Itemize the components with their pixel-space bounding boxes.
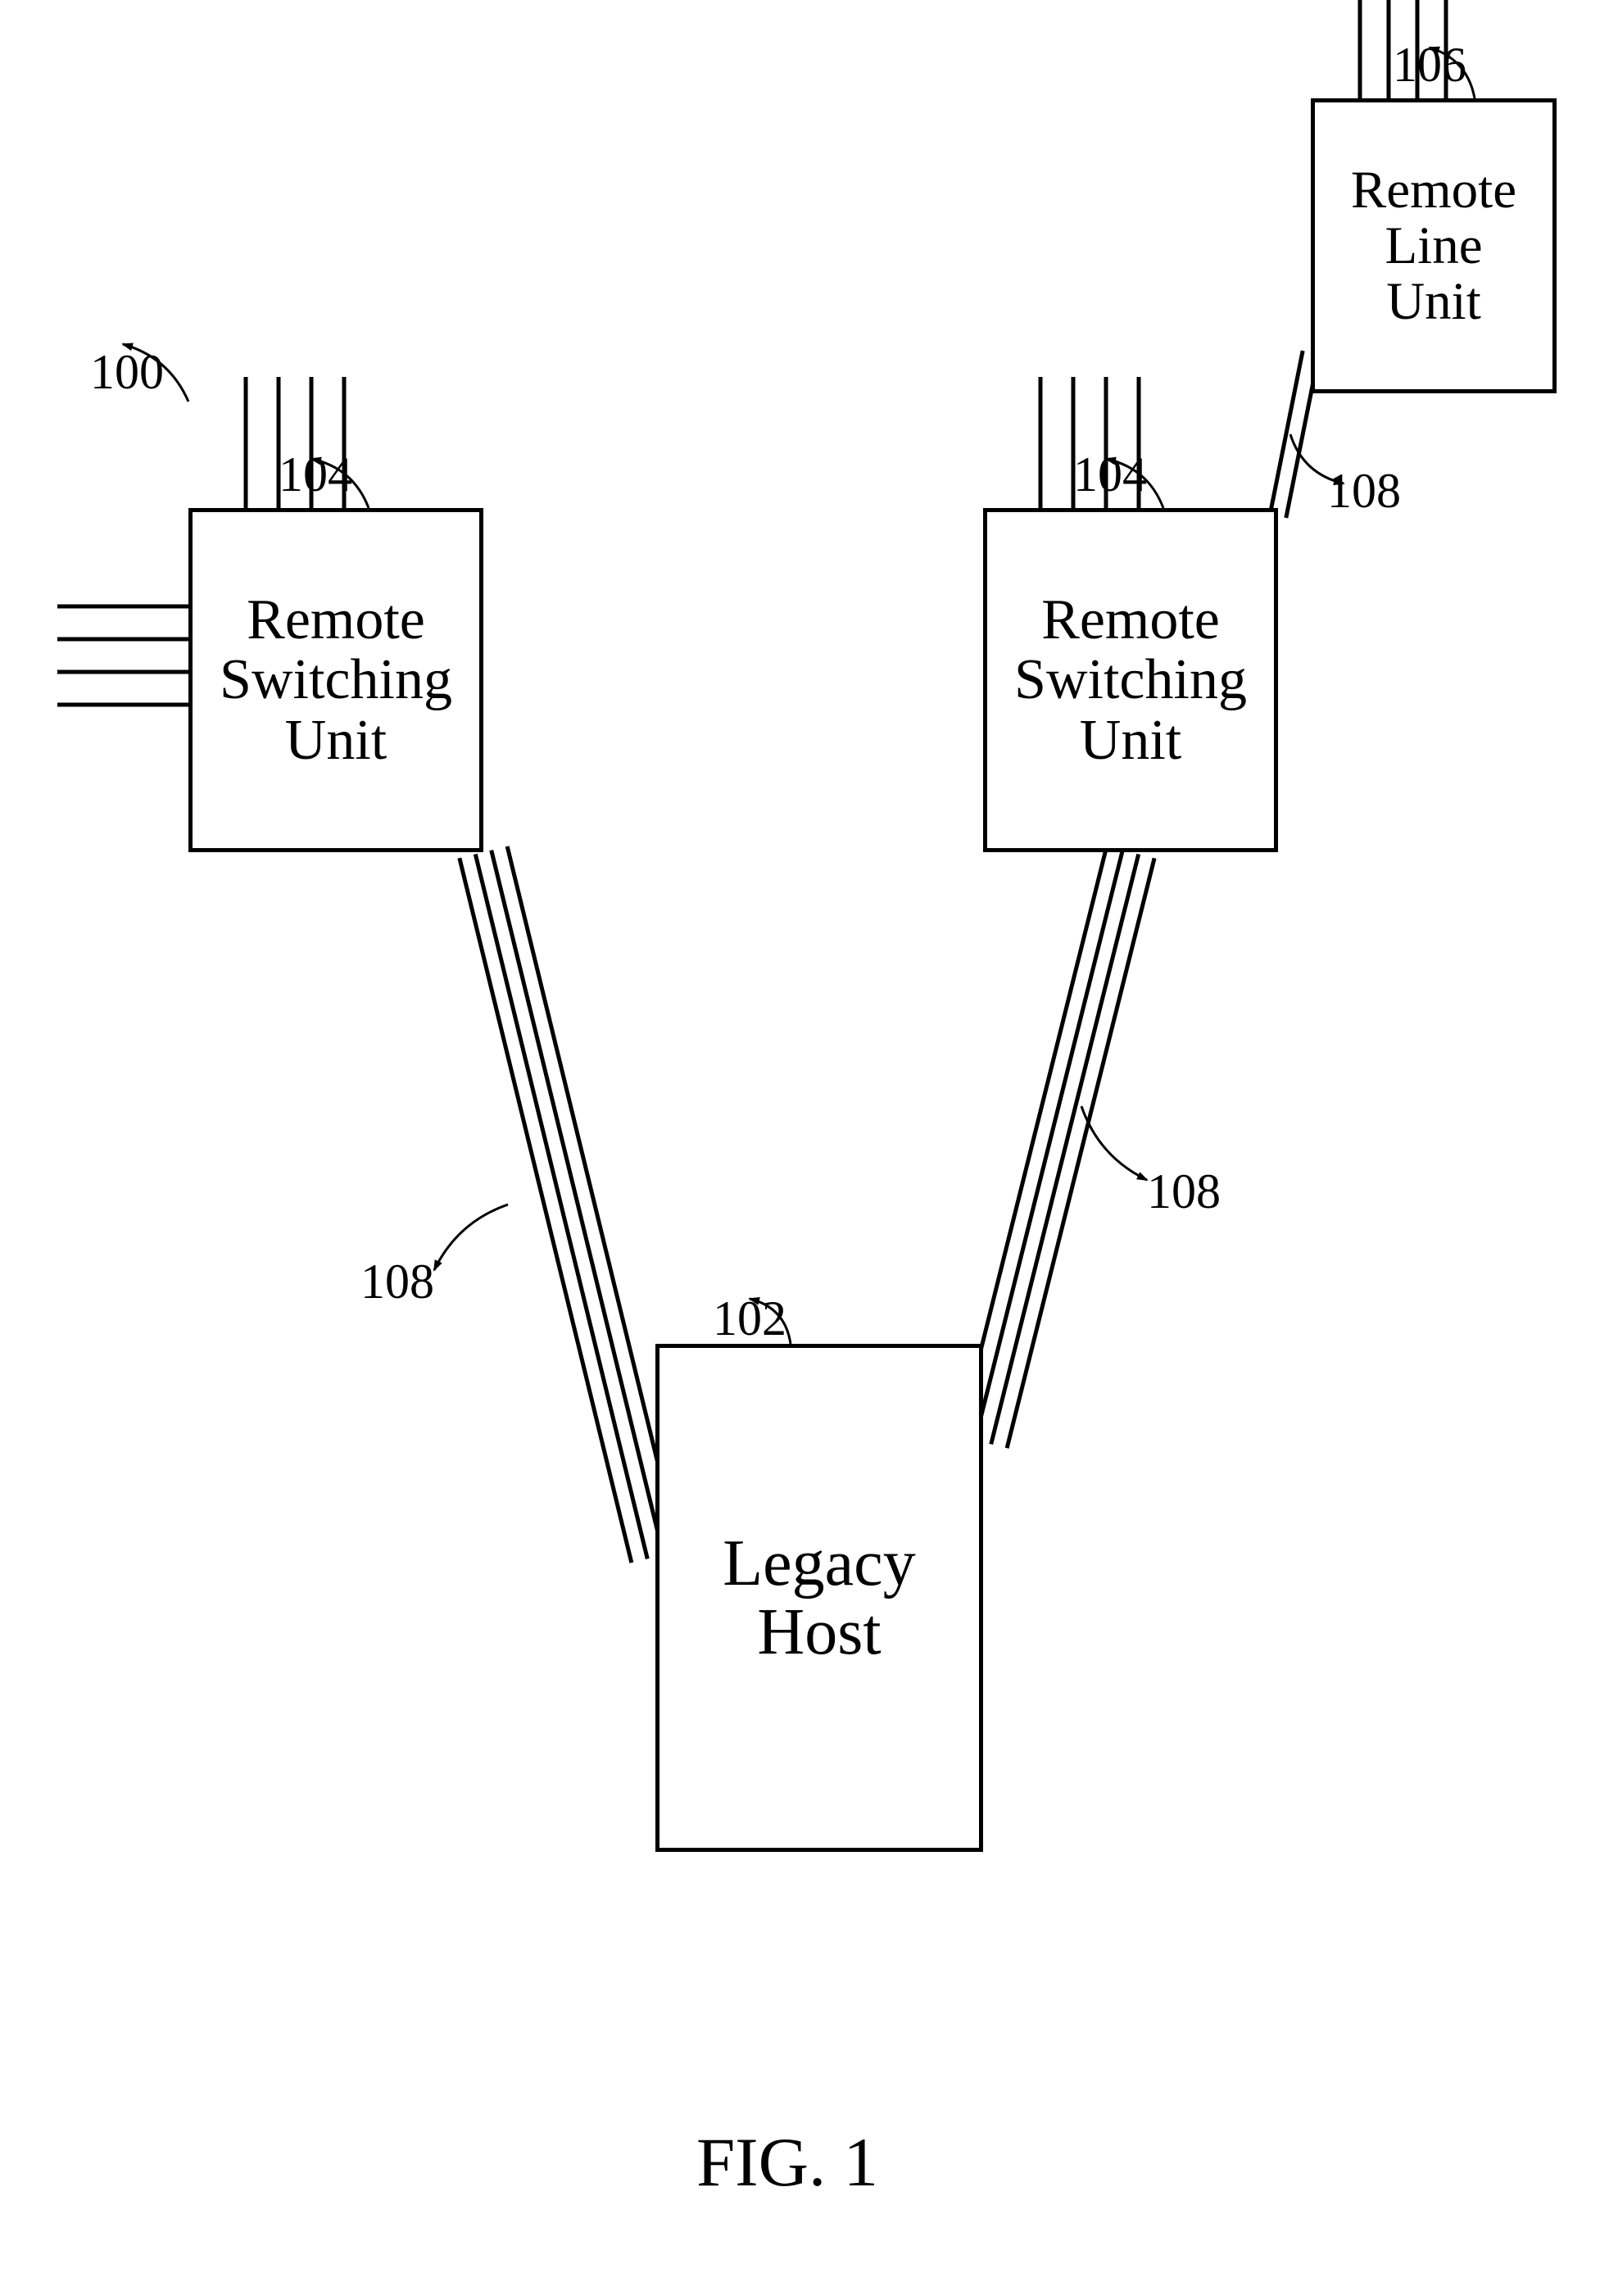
rsu-left-l1: Remote <box>247 590 425 651</box>
ref-108-top: 108 <box>1327 463 1401 520</box>
figure-canvas: Remote Switching Unit Legacy Host Remote… <box>0 0 1609 2296</box>
ref-108-left: 108 <box>360 1254 434 1310</box>
ref-108-right: 108 <box>1147 1164 1221 1220</box>
ref-100: 100 <box>90 344 164 401</box>
ref-104-right: 104 <box>1073 447 1147 503</box>
rsu-right-l2: Switching <box>1014 650 1247 710</box>
ref-102: 102 <box>713 1291 786 1347</box>
legacy-host-l2: Host <box>757 1598 881 1667</box>
remote-switching-unit-left: Remote Switching Unit <box>188 508 483 852</box>
rsu-right-l3: Unit <box>1080 710 1181 771</box>
ref-106: 106 <box>1393 37 1466 93</box>
figure-caption: FIG. 1 <box>696 2122 878 2203</box>
ref-104-left: 104 <box>279 447 352 503</box>
remote-line-unit: Remote Line Unit <box>1311 98 1557 393</box>
rsu-right-l1: Remote <box>1041 590 1220 651</box>
legacy-host-l1: Legacy <box>723 1529 915 1598</box>
rsu-left-l3: Unit <box>285 710 387 771</box>
legacy-host: Legacy Host <box>655 1344 983 1852</box>
rlu-l3: Unit <box>1386 274 1481 329</box>
remote-switching-unit-right: Remote Switching Unit <box>983 508 1278 852</box>
rlu-l2: Line <box>1385 218 1482 274</box>
rsu-left-l2: Switching <box>220 650 452 710</box>
rlu-l1: Remote <box>1351 162 1516 218</box>
